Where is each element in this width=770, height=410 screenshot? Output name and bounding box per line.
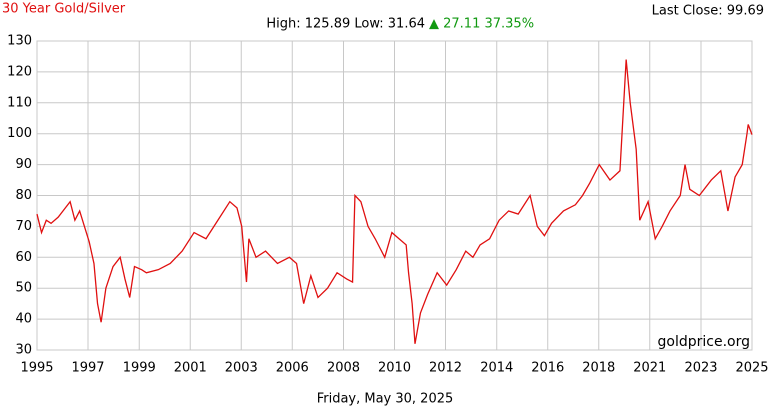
y-tick-label: 40: [15, 312, 32, 327]
y-tick-label: 120: [7, 64, 32, 79]
data-line: [36, 59, 753, 344]
x-tick-label: 2014: [480, 361, 513, 376]
chart-title: 30 Year Gold/Silver: [2, 2, 126, 17]
x-tick-label: 2023: [684, 361, 717, 376]
x-tick-label: 2003: [225, 361, 258, 376]
y-tick-label: 80: [15, 188, 32, 203]
x-tick-label: 1997: [71, 361, 104, 376]
y-tick-label: 70: [15, 219, 32, 234]
x-tick-label: 2025: [735, 361, 768, 376]
change: ▲ 27.11 37.35%: [429, 17, 534, 32]
x-tick-label: 1999: [123, 361, 156, 376]
x-tick-label: 2008: [327, 361, 360, 376]
x-tick-label: 1995: [20, 361, 53, 376]
y-tick-label: 50: [15, 281, 32, 296]
stats: High: 125.89 Low: 31.64: [266, 17, 425, 32]
x-tick-label: 2010: [378, 361, 411, 376]
watermark: goldprice.org: [658, 334, 750, 350]
x-tick-label: 2006: [276, 361, 309, 376]
last-close: Last Close: 99.69: [652, 4, 764, 19]
x-tick-label: 2021: [633, 361, 666, 376]
x-tick-label: 2012: [429, 361, 462, 376]
y-tick-label: 100: [7, 126, 32, 141]
x-tick-label: 2001: [174, 361, 207, 376]
y-tick-label: 130: [7, 34, 32, 49]
x-tick-label: 2016: [531, 361, 564, 376]
y-tick-label: 30: [15, 343, 32, 358]
y-tick-label: 60: [15, 250, 32, 265]
x-tick-label: 2018: [582, 361, 615, 376]
date: Friday, May 30, 2025: [317, 392, 454, 407]
y-tick-label: 90: [15, 157, 32, 172]
y-tick-label: 110: [7, 95, 32, 110]
